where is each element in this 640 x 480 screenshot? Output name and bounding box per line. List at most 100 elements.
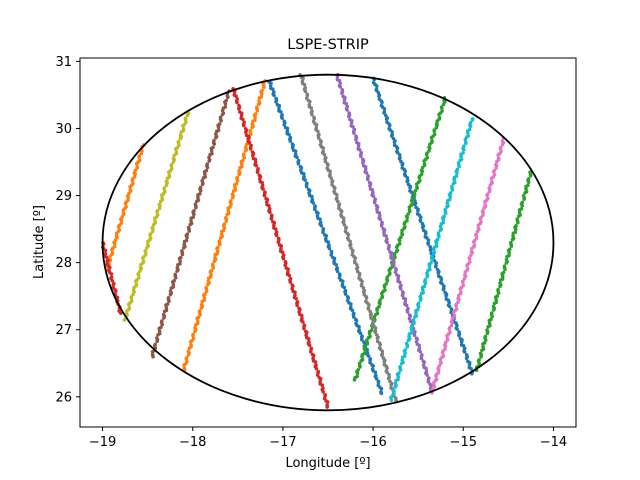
data-point	[385, 278, 390, 283]
data-point	[267, 204, 271, 208]
data-point	[352, 378, 357, 382]
data-point	[445, 205, 449, 209]
data-point	[523, 190, 527, 195]
data-point	[394, 245, 399, 249]
data-point	[155, 339, 159, 344]
data-point	[109, 272, 114, 276]
data-point	[175, 269, 179, 273]
data-point	[386, 247, 391, 251]
data-point	[130, 178, 135, 183]
data-point	[320, 383, 325, 388]
data-point	[445, 333, 449, 338]
data-point	[146, 239, 150, 244]
data-point	[164, 303, 168, 307]
data-point	[280, 116, 284, 120]
data-point	[168, 292, 173, 297]
data-point	[226, 206, 230, 210]
data-point	[132, 286, 136, 290]
data-point	[379, 386, 384, 391]
data-point	[182, 239, 187, 244]
data-point	[447, 304, 452, 309]
data-point	[355, 266, 359, 271]
data-point	[229, 202, 233, 207]
plot-area	[79, 57, 577, 428]
data-point	[253, 157, 258, 162]
data-point	[432, 251, 436, 256]
data-point	[365, 338, 369, 342]
data-point	[498, 278, 503, 282]
data-point	[382, 111, 386, 115]
data-point	[455, 327, 459, 331]
data-point	[491, 308, 496, 312]
axes-frame	[79, 57, 577, 428]
data-point	[410, 328, 414, 332]
series-track-12	[298, 72, 398, 403]
data-point	[279, 110, 283, 114]
data-point	[476, 223, 481, 227]
data-point	[374, 377, 379, 381]
data-point	[378, 217, 383, 222]
data-point	[244, 130, 248, 134]
data-point	[368, 184, 372, 188]
data-point	[425, 274, 430, 279]
data-point	[464, 356, 469, 361]
data-point	[510, 237, 515, 242]
data-point	[482, 206, 486, 211]
data-point	[379, 223, 384, 228]
data-point	[112, 241, 117, 246]
data-point	[349, 121, 354, 125]
data-point	[209, 148, 214, 153]
data-point	[235, 179, 240, 183]
data-point	[239, 113, 244, 118]
data-point	[405, 176, 410, 180]
data-point	[417, 175, 422, 180]
data-point	[195, 199, 199, 203]
data-point	[226, 95, 230, 100]
x-tick-label: −18	[179, 435, 206, 450]
data-point	[466, 131, 470, 135]
data-point	[427, 264, 432, 269]
y-axis: 26 27 28 29 30 31	[55, 55, 80, 405]
data-point	[204, 289, 209, 294]
data-point	[324, 234, 329, 238]
data-point	[311, 201, 316, 205]
data-point	[434, 261, 438, 265]
data-point	[471, 240, 476, 244]
data-point	[414, 182, 419, 186]
data-point	[119, 311, 123, 315]
data-point	[174, 147, 178, 151]
data-point	[344, 226, 348, 231]
data-point	[496, 153, 500, 157]
data-point	[450, 320, 455, 325]
data-point	[470, 246, 474, 251]
data-point	[438, 357, 443, 361]
data-point	[334, 263, 339, 267]
data-point	[407, 205, 412, 210]
data-point	[242, 123, 246, 128]
data-point	[400, 293, 405, 298]
data-point	[457, 333, 461, 338]
y-tick-label: 28	[55, 256, 72, 271]
data-point	[364, 296, 369, 300]
data-point	[356, 144, 361, 148]
data-point	[367, 331, 372, 336]
data-point	[403, 297, 408, 301]
data-point	[220, 108, 225, 113]
data-point	[136, 273, 141, 277]
data-point	[346, 233, 351, 237]
data-point	[243, 149, 248, 153]
x-tick-label: −17	[269, 435, 296, 450]
data-point	[295, 155, 299, 160]
data-point	[359, 154, 363, 158]
data-point	[351, 124, 355, 129]
data-point	[389, 383, 394, 387]
data-point	[398, 368, 403, 372]
data-point	[363, 348, 367, 352]
data-point	[110, 278, 115, 283]
data-point	[260, 92, 264, 96]
data-point	[242, 155, 247, 160]
data-point	[409, 198, 414, 203]
data-point	[351, 315, 356, 319]
data-point	[225, 212, 229, 217]
data-point	[285, 126, 290, 131]
